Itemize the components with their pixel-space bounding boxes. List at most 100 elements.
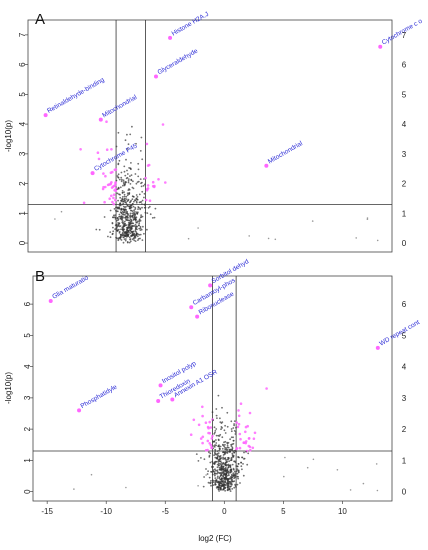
data-point [126,176,129,179]
data-point [216,472,219,475]
labeled-data-point [170,397,175,402]
y-tick-label-right: 5 [402,90,407,99]
data-point [113,184,117,187]
data-point [136,196,139,198]
data-point [210,437,214,440]
data-point [219,478,222,481]
panel-a-letter: A [35,11,45,28]
data-point [123,184,126,187]
data-point [138,220,141,223]
data-point [133,215,136,218]
panel-a-frame [27,19,393,253]
data-point [140,182,142,185]
data-point [283,475,285,478]
data-point [139,233,142,236]
data-point [197,460,200,462]
y-tick-label-right: 4 [402,363,407,372]
data-point [201,414,204,418]
data-point [123,238,126,241]
labeled-data-point [98,117,103,122]
data-point [376,239,379,242]
data-point [235,447,239,450]
labeled-data-point [189,305,194,310]
data-point [117,239,120,242]
data-point [121,196,124,198]
data-point [223,453,226,456]
data-point [119,196,122,199]
data-point [209,452,212,455]
data-point [126,213,129,215]
data-point [215,480,218,483]
data-point [242,474,245,477]
data-point [122,232,124,235]
data-point [241,456,243,459]
panel-a-y-ticks-right: 0 1 2 3 4 5 6 7 [402,31,407,248]
data-point [228,487,231,490]
data-point [221,463,224,465]
y-tick-label-right: 2 [402,180,407,189]
data-point [231,454,234,456]
data-point [151,217,154,219]
data-point [207,470,210,473]
data-point [235,486,237,488]
data-point [130,235,133,238]
data-point [122,182,125,185]
data-point [227,472,230,475]
data-point [130,178,133,181]
data-point [111,185,115,188]
point-annotation-label: WD repeat cont [378,319,421,348]
data-point [119,204,122,207]
data-point [127,198,130,201]
data-point [131,231,134,234]
y-tick-label-right: 6 [402,61,407,70]
data-point [164,181,167,184]
labeled-data-point [158,383,163,388]
point-annotation-label: Mitochondrial [101,94,138,120]
x-tick-label: -10 [100,507,112,516]
data-point [214,453,217,456]
data-point [226,461,229,463]
data-point [131,125,133,128]
data-point [122,220,124,222]
data-point [125,195,128,198]
data-point [138,193,141,196]
data-point [82,201,86,205]
data-point [225,461,227,464]
data-point [284,456,286,459]
data-point [113,216,116,219]
data-point [138,218,141,221]
data-point [212,419,215,422]
data-point [119,236,122,239]
data-point [200,457,202,459]
data-point [125,198,128,201]
data-point [137,168,140,171]
data-point [109,209,112,212]
panel-b-x-ticks: -15 -10 -5 0 5 10 [41,501,347,516]
data-point [110,194,113,198]
data-point [123,220,126,223]
data-point [123,170,126,173]
y-tick-label: 6 [18,62,27,67]
data-point [267,237,270,240]
data-point [230,430,233,433]
data-point [126,210,129,213]
data-point [132,234,135,237]
data-point [224,466,227,469]
data-point [109,231,112,234]
data-point [218,449,221,452]
data-point [226,479,229,482]
data-point [137,206,140,209]
data-point [140,228,143,231]
data-point [143,196,145,199]
data-point [210,446,213,450]
data-point [195,453,198,455]
data-point [134,225,137,228]
data-point [130,199,133,202]
data-point [139,219,142,222]
data-point [137,211,139,214]
data-point [203,476,206,478]
data-point [208,451,210,454]
data-point [124,139,127,142]
y-tick-label-right: 6 [402,300,407,309]
